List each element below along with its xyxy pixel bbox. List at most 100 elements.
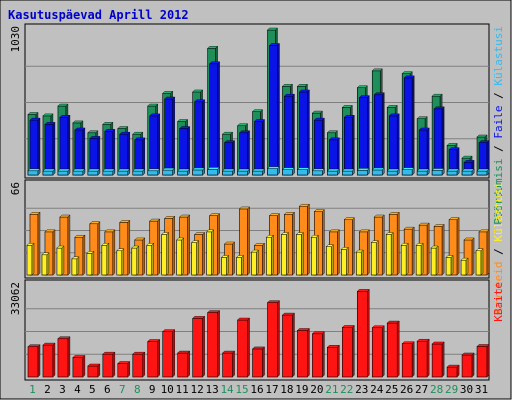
day-label: 8	[134, 383, 141, 396]
bar-visits-files-side	[52, 121, 56, 176]
bar-visits-visits-side	[262, 168, 265, 176]
bar-bytes-kbytes-side	[67, 336, 71, 378]
day-label: 1	[29, 383, 36, 396]
bar-sites-sites-side	[202, 232, 205, 276]
bar-bytes-kbytes	[401, 343, 413, 378]
bar-visits-files-side	[37, 117, 41, 176]
bar-sites-visits	[475, 250, 482, 276]
day-label: 29	[445, 383, 458, 396]
bar-sites-visits	[400, 245, 407, 276]
bar-visits-files-side	[187, 126, 190, 176]
day-label: 23	[355, 383, 368, 396]
bar-sites-visits-side	[435, 245, 439, 276]
bar-bytes-kbytes	[327, 346, 338, 378]
bar-sites-visits	[71, 258, 78, 276]
bar-sites-visits	[370, 242, 377, 276]
bar-visits-visits-side	[441, 168, 445, 176]
bar-sites-visits-side	[226, 254, 229, 276]
bar-visits-files-side	[397, 113, 400, 176]
bar-visits-files	[149, 115, 159, 176]
bar-bytes-kbytes-side	[82, 354, 86, 378]
bar-visits-visits	[207, 169, 218, 176]
panel-frame-bytes	[24, 279, 490, 381]
bar-sites-visits-side	[346, 246, 349, 276]
bar-bytes-kbytes-side	[397, 320, 400, 378]
legend-sites: Arvuteid / Külastusi	[492, 182, 505, 314]
bar-visits-visits-side	[486, 168, 490, 176]
day-axis: 1 2 3 4 5 6 7 8 9 10 11 12 13 14 15 16 17 18 19 20 21 22 23 24 2…	[29, 383, 488, 396]
bar-sites-visits	[161, 234, 168, 276]
bar-visits-files	[388, 115, 398, 176]
bar-visits-visits-side	[82, 168, 86, 176]
bar-sites-visits-side	[331, 244, 334, 276]
panel-frame-visits	[24, 23, 490, 179]
bar-visits-visits	[401, 169, 413, 176]
bar-bytes-kbytes	[267, 302, 278, 378]
bar-bytes-kbytes-side	[52, 342, 56, 378]
bar-sites-visits	[355, 251, 362, 276]
bar-sites-visits-side	[91, 250, 95, 276]
day-label: 19	[295, 383, 308, 396]
bar-visits-files	[179, 128, 188, 176]
bar-visits-files	[164, 98, 174, 176]
bar-sites-visits-side	[181, 237, 184, 276]
bar-visits-visits-side	[52, 168, 56, 176]
chart-panels: 1030 Pöördumisi / Faile / Külastusi 66 Arvu…	[9, 23, 505, 381]
bar-visits-visits	[461, 170, 473, 176]
bar-sites-visits-side	[271, 234, 274, 276]
bar-visits-visits-side	[307, 167, 310, 176]
bar-visits-visits	[431, 170, 443, 176]
bar-visits-visits	[87, 170, 99, 176]
bar-bytes-kbytes-side	[352, 324, 355, 378]
bar-bytes-kbytes-side	[37, 344, 41, 378]
bar-sites-visits-side	[61, 245, 65, 276]
bar-sites-visits	[101, 245, 108, 276]
bar-sites-visits-side	[391, 232, 394, 276]
bar-visits-files-side	[322, 117, 325, 176]
panel-sites: 66 Arvuteid / Külastusi	[9, 179, 505, 314]
bar-bytes-kbytes-side	[337, 344, 340, 378]
bar-visits-files	[373, 94, 383, 176]
bar-sites-sites-side	[486, 229, 490, 276]
day-label: 31	[475, 383, 488, 396]
bar-sites-sites-side	[127, 219, 131, 276]
bar-sites-sites-side	[262, 242, 265, 276]
bar-sites-visits	[191, 242, 197, 276]
bar-visits-files-side	[202, 99, 205, 176]
bar-visits-files-side	[157, 113, 160, 176]
day-label: 27	[415, 383, 428, 396]
bar-visits-visits-side	[67, 168, 71, 176]
bar-visits-visits	[27, 170, 39, 176]
bar-bytes-kbytes	[147, 341, 159, 378]
bar-sites-sites-side	[217, 213, 220, 276]
bar-visits-files-side	[277, 43, 280, 176]
bar-bytes-kbytes	[102, 353, 114, 378]
bar-visits-visits-side	[37, 168, 41, 176]
day-label: 15	[235, 383, 248, 396]
bar-sites-visits-side	[151, 242, 154, 276]
legend-entry: Pöördumisi	[492, 158, 505, 224]
bar-sites-visits	[26, 245, 33, 276]
bar-visits-visits	[237, 170, 248, 176]
bar-sites-visits-side	[286, 232, 289, 276]
day-label: 24	[370, 383, 384, 396]
bar-sites-sites-side	[307, 203, 310, 276]
bar-sites-sites-side	[142, 237, 145, 276]
bar-sites-visits-side	[420, 242, 424, 276]
day-label: 30	[460, 383, 473, 396]
bar-bytes-kbytes	[312, 333, 323, 378]
bar-sites-visits-side	[361, 249, 364, 276]
bar-visits-visits	[147, 170, 159, 176]
bar-sites-visits-side	[166, 232, 169, 276]
panel-bytes: 33062 KBaite	[9, 279, 505, 381]
legend-entry: Faile	[492, 105, 505, 138]
bar-sites-visits	[445, 257, 452, 276]
bar-visits-files-side	[247, 130, 250, 176]
bar-sites-visits-side	[405, 242, 409, 276]
bar-sites-visits	[281, 234, 287, 276]
bar-visits-files-side	[127, 131, 131, 176]
bar-bytes-kbytes	[222, 352, 233, 378]
bar-sites-sites-side	[456, 217, 460, 276]
legend-entry: Külastusi	[492, 26, 505, 86]
